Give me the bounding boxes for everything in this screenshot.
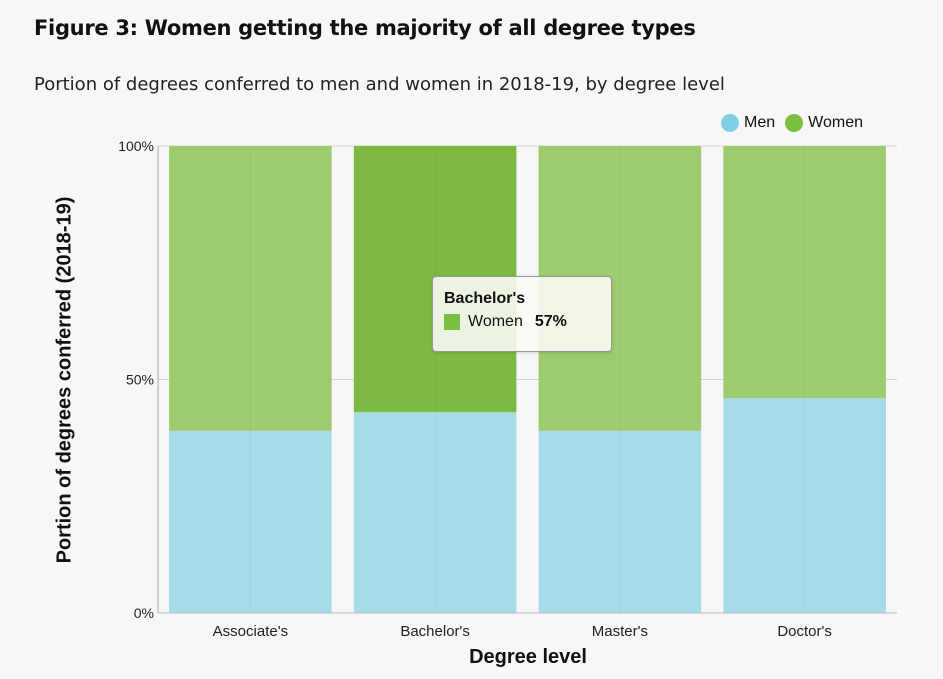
legend-item-women[interactable]: Women	[785, 114, 863, 132]
bar-men-1	[353, 412, 517, 613]
y-tick-label: 0%	[134, 605, 154, 621]
y-tick-label: 100%	[118, 138, 154, 154]
bar-women-3	[723, 146, 886, 399]
chart-subtitle: Portion of degrees conferred to men and …	[34, 74, 725, 95]
chart-title: Figure 3: Women getting the majority of …	[34, 16, 696, 40]
x-tick-label: Associate's	[213, 623, 288, 640]
legend-dot-men	[721, 114, 740, 132]
x-axis-label: Degree level	[469, 646, 587, 668]
tooltip-title: Bachelor's	[444, 290, 526, 307]
tooltip-value: 57%	[534, 313, 567, 330]
x-tick-label: Bachelor's	[400, 623, 470, 640]
bar-men-2	[538, 430, 702, 613]
bar-men-3	[723, 398, 886, 613]
x-tick-label: Master's	[592, 623, 648, 640]
tooltip-row: Women 57%	[444, 313, 600, 331]
legend-label-women: Women	[808, 114, 863, 131]
legend: Men Women	[721, 114, 863, 132]
tooltip-series: Women	[468, 313, 523, 330]
legend-dot-women	[785, 114, 804, 132]
legend-label-men: Men	[744, 114, 776, 131]
bar-men-0	[169, 430, 332, 613]
bar-women-0	[169, 146, 332, 431]
y-tick-label: 50%	[126, 372, 154, 388]
tooltip: Bachelor's Women 57%	[432, 276, 612, 352]
legend-item-men[interactable]: Men	[721, 114, 775, 132]
tooltip-swatch	[444, 314, 460, 330]
x-tick-label: Doctor's	[777, 623, 832, 640]
